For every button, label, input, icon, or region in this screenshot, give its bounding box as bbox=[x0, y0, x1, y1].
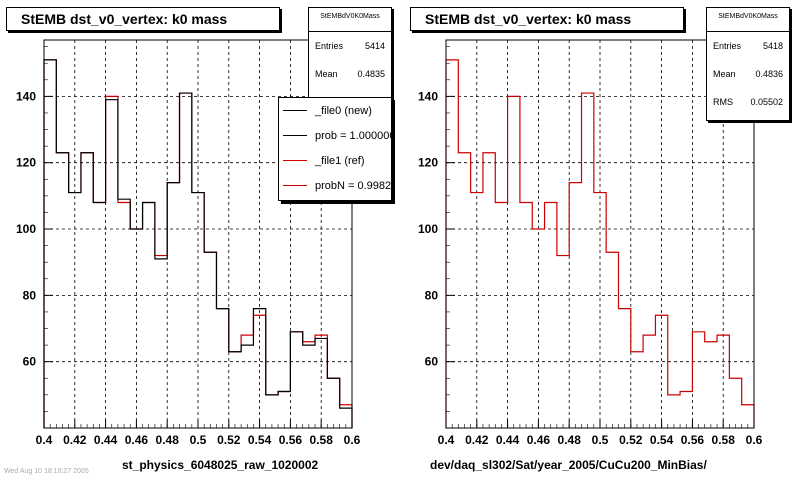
y-tick-label: 60 bbox=[425, 355, 439, 369]
stats-row-entries: Entries 5418 bbox=[707, 32, 789, 60]
legend-box: _file0 (new) prob = 1.000000 _file1 (ref… bbox=[278, 97, 392, 201]
y-tick-label: 100 bbox=[16, 222, 36, 236]
x-tick-label: 0.54 bbox=[248, 433, 272, 447]
x-tick-label: 0.44 bbox=[94, 433, 118, 447]
stats-label: Mean bbox=[713, 69, 736, 79]
histogram-series bbox=[43, 59, 353, 428]
stats-label: Entries bbox=[315, 41, 344, 51]
x-tick-label: 0.56 bbox=[279, 433, 303, 447]
x-tick-label: 0.52 bbox=[619, 433, 643, 447]
x-tick-label: 0.44 bbox=[496, 433, 520, 447]
legend-entry: _file0 (new) bbox=[279, 98, 391, 123]
stats-row-mean: Mean 0.4836 bbox=[707, 60, 789, 88]
stats-value: 5414 bbox=[364, 41, 385, 51]
legend-entry: probN = 0.998247 bbox=[279, 173, 391, 198]
x-tick-label: 0.46 bbox=[527, 433, 551, 447]
plot-frame bbox=[445, 39, 755, 429]
stats-row-entries: Entries 5414 bbox=[309, 32, 391, 60]
stats-label: RMS bbox=[713, 97, 733, 107]
x-tick-label: 0.56 bbox=[681, 433, 705, 447]
x-tick-label: 0.52 bbox=[217, 433, 241, 447]
x-tick-label: 0.58 bbox=[310, 433, 334, 447]
x-tick-label: 0.46 bbox=[125, 433, 149, 447]
legend-line-swatch bbox=[283, 110, 307, 111]
x-tick-label: 0.54 bbox=[650, 433, 674, 447]
legend-line-swatch bbox=[283, 185, 307, 186]
x-tick-label: 0.42 bbox=[63, 433, 87, 447]
y-tick-label: 120 bbox=[418, 156, 438, 170]
stats-box-title: StEMBdV0K0Mass bbox=[707, 8, 789, 32]
x-tick-label: 0.6 bbox=[746, 433, 763, 447]
x-tick-label: 0.58 bbox=[712, 433, 736, 447]
y-tick-label: 60 bbox=[23, 355, 37, 369]
stats-row-mean: Mean 0.4835 bbox=[309, 60, 391, 88]
legend-label: probN = 0.998247 bbox=[315, 179, 392, 192]
stats-box-right: StEMBdV0K0Mass Entries 5418 Mean 0.4836 … bbox=[706, 7, 790, 121]
x-tick-label: 0.5 bbox=[190, 433, 207, 447]
legend-label: prob = 1.000000 bbox=[315, 129, 392, 142]
y-tick-label: 100 bbox=[418, 222, 438, 236]
legend-label: _file0 (new) bbox=[315, 104, 372, 117]
plot-title-left: StEMB dst_v0_vertex: k0 mass bbox=[6, 7, 280, 31]
x-tick-label: 0.48 bbox=[156, 433, 180, 447]
y-tick-label: 140 bbox=[16, 89, 36, 103]
y-tick-label: 140 bbox=[418, 89, 438, 103]
stats-value: 0.4835 bbox=[357, 69, 385, 79]
plot-frame bbox=[43, 39, 353, 429]
stats-label: Entries bbox=[713, 41, 742, 51]
legend-line-swatch bbox=[283, 160, 307, 161]
x-tick-label: 0.5 bbox=[592, 433, 609, 447]
x-axis-label-left: st_physics_6048025_raw_1020002 bbox=[122, 458, 319, 472]
timestamp-footnote: Wed Aug 10 18:10:27 2005 bbox=[4, 468, 89, 475]
x-tick-label: 0.42 bbox=[465, 433, 489, 447]
stats-label: Mean bbox=[315, 69, 338, 79]
stats-box-title: StEMBdV0K0Mass bbox=[309, 8, 391, 32]
legend-line-swatch bbox=[283, 135, 307, 136]
y-tick-label: 80 bbox=[425, 288, 439, 302]
y-tick-label: 80 bbox=[23, 288, 37, 302]
x-tick-label: 0.4 bbox=[438, 433, 455, 447]
stats-row-rms: RMS 0.05502 bbox=[707, 88, 789, 116]
x-tick-label: 0.6 bbox=[344, 433, 361, 447]
histogram-series bbox=[445, 59, 755, 428]
plot-title-right: StEMB dst_v0_vertex: k0 mass bbox=[410, 7, 684, 31]
stats-value: 5418 bbox=[762, 41, 783, 51]
legend-label: _file1 (ref) bbox=[315, 154, 365, 167]
legend-entry: prob = 1.000000 bbox=[279, 123, 391, 148]
legend-entry: _file1 (ref) bbox=[279, 148, 391, 173]
stats-value: 0.4836 bbox=[755, 69, 783, 79]
x-axis-label-right: dev/daq_sl302/Sat/year_2005/CuCu200_MinB… bbox=[430, 458, 707, 472]
stats-value: 0.05502 bbox=[750, 97, 783, 107]
x-tick-label: 0.4 bbox=[36, 433, 53, 447]
x-tick-label: 0.48 bbox=[558, 433, 582, 447]
y-tick-label: 120 bbox=[16, 156, 36, 170]
